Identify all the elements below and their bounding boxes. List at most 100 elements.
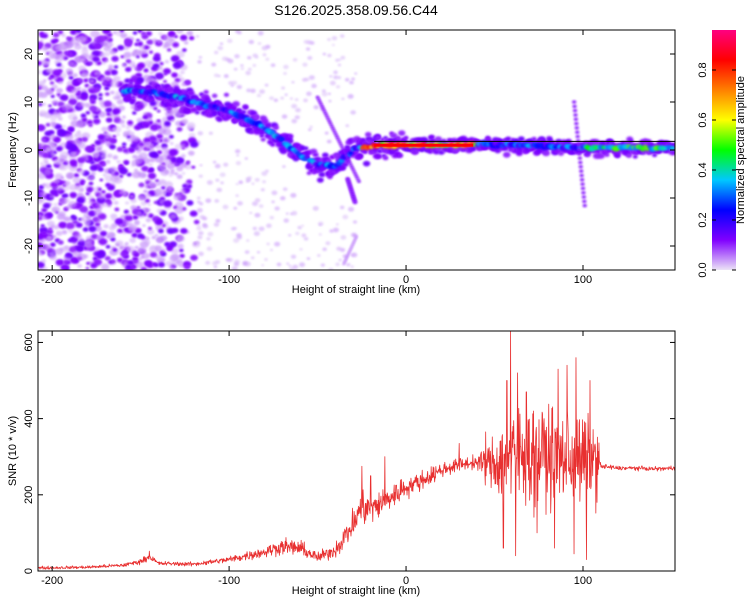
spectrogram-cell: [213, 73, 219, 78]
spectrogram-cell: [193, 219, 200, 225]
spectrogram-cell: [65, 160, 70, 164]
spectrogram-cell: [261, 171, 268, 177]
spectrogram-cell: [307, 56, 313, 60]
spectrogram-cell: [49, 74, 55, 79]
spectrogram-cell: [270, 63, 276, 68]
spectrogram-cell: [148, 95, 155, 101]
spectrogram-cell: [54, 123, 63, 130]
spectrogram-cell: [111, 55, 119, 62]
spectrogram-cell: [182, 48, 187, 52]
spectrogram-cell: [317, 254, 321, 257]
spectrogram-cell: [189, 107, 197, 113]
spectrogram-cell: [127, 259, 135, 266]
spectrogram-cell: [107, 67, 113, 72]
spectrogram-cell: [61, 194, 66, 198]
spectrogram-cell: [582, 204, 587, 208]
spectrogram-cell: [81, 137, 88, 142]
spectrogram-cell: [283, 64, 289, 70]
spectrogram-cell: [80, 57, 86, 63]
spectrogram-cell: [123, 209, 129, 214]
spectrogram-cell: [178, 261, 183, 266]
spectrogram-cell: [66, 143, 75, 151]
spectrogram-cell: [136, 233, 144, 239]
spectrogram-cell: [216, 116, 223, 123]
spectrogram-cell: [109, 225, 116, 231]
spectrogram-cell: [153, 106, 158, 111]
spectrogram-cell: [149, 71, 154, 75]
spectrogram-cell: [92, 86, 101, 93]
spectrogram-cell: [90, 262, 98, 269]
spectrogram-cell: [223, 74, 229, 79]
spectrogram-cell: [105, 182, 111, 188]
spectrogram-cell: [148, 135, 157, 142]
spectrogram-cell: [44, 183, 52, 189]
spectrogram-cell: [397, 153, 404, 158]
spectrogram-cell: [196, 207, 203, 213]
spectrogram-cell: [48, 104, 52, 108]
spectrogram-cell: [157, 31, 163, 36]
spectrogram-cell: [344, 77, 350, 82]
spectrogram-cell: [63, 180, 71, 186]
spectrogram-cell: [151, 262, 157, 267]
spectrogram-cell: [242, 105, 249, 110]
spectrogram-cell: [94, 31, 101, 36]
spectrogram-cell: [155, 188, 163, 194]
spectrogram-cell: [38, 41, 44, 49]
spectrogram-cell: [124, 201, 130, 205]
spectrogram-cell: [294, 98, 299, 102]
spectrogram-cell: [114, 171, 119, 176]
spectrogram-cell: [94, 225, 103, 232]
spectrogram-cell: [60, 158, 65, 163]
spectrogram-cell: [183, 41, 189, 45]
spectrogram-cell: [152, 55, 161, 62]
spectrogram-cell: [104, 193, 112, 199]
spectrogram-cell: [312, 152, 319, 158]
spectrogram-cell: [175, 156, 185, 165]
spectrogram-cell: [98, 52, 106, 58]
spectrogram-cell: [301, 233, 307, 238]
spectrogram-cell: [245, 70, 251, 76]
spectrogram-cell: [186, 122, 196, 129]
spectrogram-cell: [259, 133, 265, 138]
spectrogram-cell: [236, 154, 240, 157]
spectrogram-cell: [142, 115, 148, 120]
spectrogram-cell: [168, 31, 175, 37]
spectrogram-cell: [117, 228, 123, 234]
spectrogram-cell: [54, 248, 64, 255]
spectrogram-cell: [137, 41, 144, 47]
spectrogram-cell: [168, 134, 174, 139]
spectrogram-cell: [75, 245, 84, 252]
spectrogram-cell: [324, 131, 329, 135]
spectrogram-cell: [217, 74, 221, 78]
spectrogram-cell: [174, 172, 179, 176]
spectrogram-cell: [316, 177, 324, 183]
spectrogram-cell: [164, 59, 170, 64]
spectrogram-cell: [195, 34, 200, 38]
spectrogram-cell: [181, 146, 186, 150]
spectrogram-cell: [76, 130, 81, 134]
spectrogram-cell: [166, 246, 173, 252]
x-tick-label: -200: [41, 575, 63, 587]
spectrogram-cell: [579, 173, 584, 178]
spectrogram-cell: [56, 87, 63, 94]
spectrogram-cell: [135, 261, 144, 268]
spectrogram-cell: [162, 136, 171, 144]
spectrogram-cell: [357, 153, 364, 158]
spectrogram-cell: [188, 150, 195, 156]
spectrogram-cell: [211, 62, 217, 67]
spectrogram-cell: [235, 182, 239, 186]
spectrogram-cell: [228, 80, 234, 86]
spectrogram-cell: [214, 199, 220, 203]
spectrogram-cell: [90, 246, 96, 251]
spectrogram-cell: [168, 173, 173, 177]
spectrogram-cell: [85, 192, 90, 196]
spectrogram-cell: [214, 259, 221, 265]
spectrogram-cell: [247, 56, 252, 60]
spectrogram-cell: [129, 97, 136, 104]
spectrogram-cell: [136, 205, 141, 210]
spectrogram-cell: [579, 169, 584, 173]
spectrogram-cell: [46, 220, 55, 228]
spectrogram-cell: [235, 161, 242, 166]
spectrogram-cell: [235, 194, 239, 198]
spectrogram-cell: [74, 132, 82, 139]
